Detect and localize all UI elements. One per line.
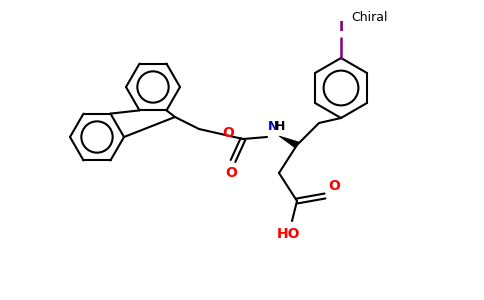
Text: HO: HO xyxy=(276,227,300,241)
Polygon shape xyxy=(279,136,299,148)
Text: O: O xyxy=(225,166,237,180)
Text: I: I xyxy=(338,20,344,34)
Text: O: O xyxy=(222,126,234,140)
Text: H: H xyxy=(275,120,286,133)
Text: Chiral: Chiral xyxy=(351,11,388,24)
Text: N: N xyxy=(268,120,278,133)
Text: O: O xyxy=(328,179,340,193)
